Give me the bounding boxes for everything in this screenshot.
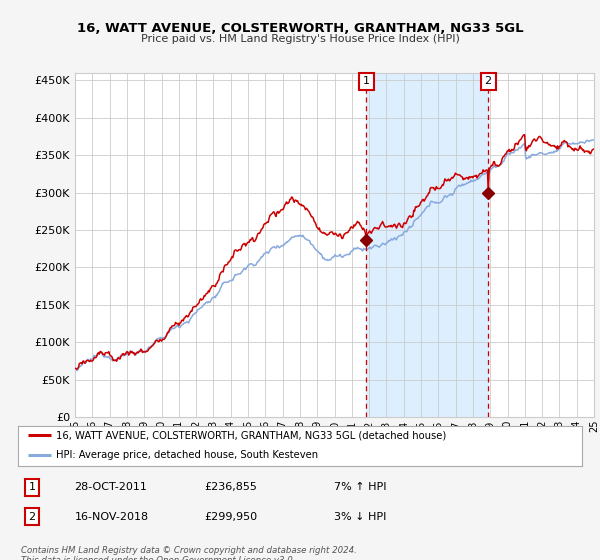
Text: Contains HM Land Registry data © Crown copyright and database right 2024.
This d: Contains HM Land Registry data © Crown c… [21, 546, 357, 560]
Text: HPI: Average price, detached house, South Kesteven: HPI: Average price, detached house, Sout… [56, 450, 319, 460]
Bar [366, 73, 488, 417]
Text: 7% ↑ HPI: 7% ↑ HPI [334, 482, 386, 492]
Text: 1: 1 [362, 76, 370, 86]
Text: 1: 1 [29, 482, 35, 492]
Text: Price paid vs. HM Land Registry's House Price Index (HPI): Price paid vs. HM Land Registry's House … [140, 34, 460, 44]
Text: £236,855: £236,855 [204, 482, 257, 492]
Text: 2: 2 [29, 512, 35, 521]
Text: 16, WATT AVENUE, COLSTERWORTH, GRANTHAM, NG33 5GL: 16, WATT AVENUE, COLSTERWORTH, GRANTHAM,… [77, 21, 523, 35]
Text: 28-OCT-2011: 28-OCT-2011 [74, 482, 147, 492]
Text: 3% ↓ HPI: 3% ↓ HPI [334, 512, 386, 521]
Text: £299,950: £299,950 [204, 512, 257, 521]
Text: 16-NOV-2018: 16-NOV-2018 [74, 512, 149, 521]
Text: 16, WATT AVENUE, COLSTERWORTH, GRANTHAM, NG33 5GL (detached house): 16, WATT AVENUE, COLSTERWORTH, GRANTHAM,… [56, 430, 446, 440]
Text: 2: 2 [485, 76, 491, 86]
